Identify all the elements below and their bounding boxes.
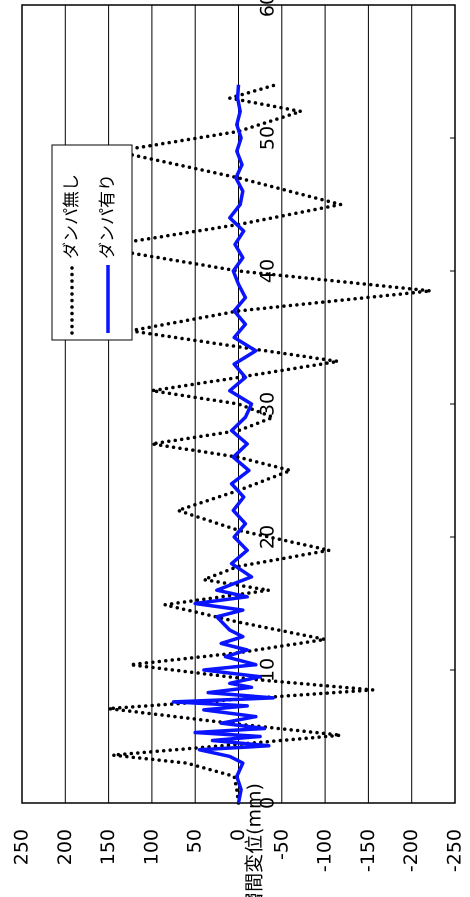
x-tick-label: 10 xyxy=(257,658,279,682)
legend: ダンパ無し ダンパ有り xyxy=(51,144,133,341)
y-axis-title: 層間変位(mm) xyxy=(244,783,266,897)
y-tick-label: 150 xyxy=(97,829,119,865)
y-tick-label: -150 xyxy=(357,829,379,872)
legend-label: ダンパ無し xyxy=(62,174,82,259)
y-tick-label: -200 xyxy=(400,829,422,872)
y-tick-label: 0 xyxy=(227,829,249,841)
x-tick-label: 0 xyxy=(257,797,279,809)
series-line xyxy=(171,84,275,804)
y-tick-label: -50 xyxy=(270,829,292,860)
x-tick-label: 60 xyxy=(257,0,279,17)
y-tick-label: 250 xyxy=(11,829,33,865)
x-tick-label: 50 xyxy=(257,126,279,150)
y-tick-label: 50 xyxy=(184,829,206,853)
y-tick-label: 200 xyxy=(54,829,76,865)
chart-body: 層間変位(mm) 250 200 150 100 50 0 -50 -100 -150 -200-… xyxy=(11,0,466,897)
legend-label: ダンパ有り xyxy=(98,174,118,259)
series-line xyxy=(95,83,431,805)
x-tick-label: 30 xyxy=(257,392,279,416)
y-tick-label: 100 xyxy=(140,829,162,865)
x-tick-label: 40 xyxy=(257,259,279,283)
y-tick-label: -100 xyxy=(314,829,336,872)
legend-box xyxy=(51,144,133,341)
y-tick-label: -250 xyxy=(444,829,466,872)
